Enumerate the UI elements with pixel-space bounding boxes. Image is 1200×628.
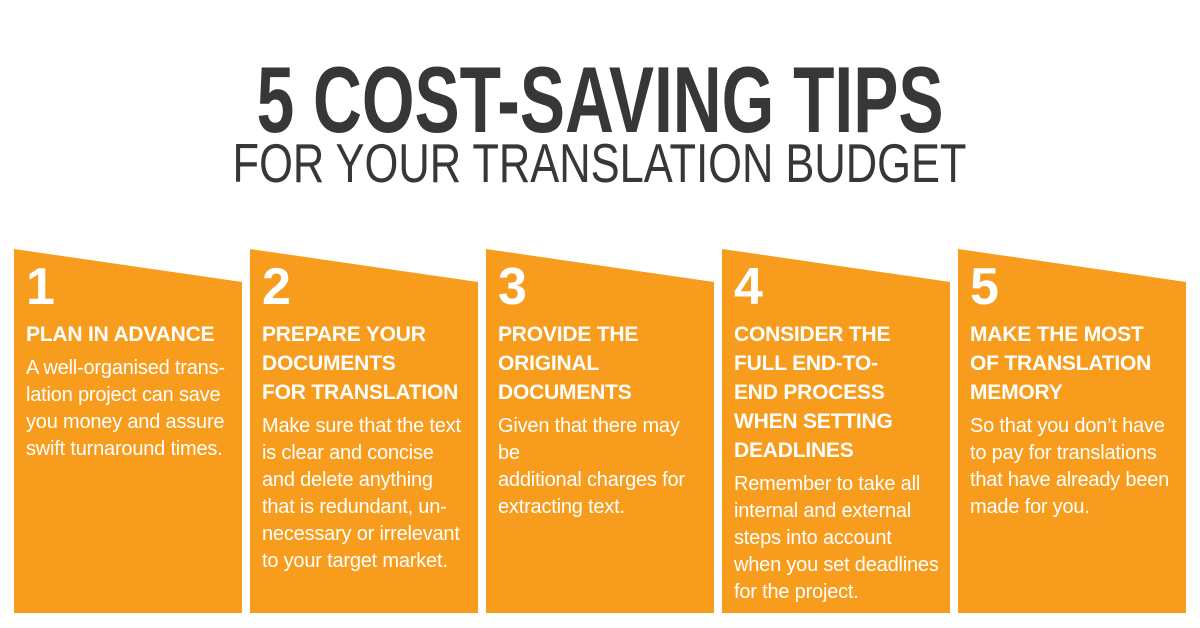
tip-body: Make sure that the text is clear and con… [262,415,461,572]
tip-card-4: 4 CONSIDER THE FULL END-TO- END PROCESS … [722,249,950,613]
tip-body: Given that there may be additional charg… [498,415,685,518]
page-title: 5 COST-SAVING TIPS [256,47,944,152]
tip-heading: CONSIDER THE FULL END-TO- END PROCESS WH… [734,323,893,462]
tip-body: A well-organised trans- lation project c… [26,357,225,460]
tip-heading: PLAN IN ADVANCE [26,323,215,346]
page-subtitle-line: FOR YOUR TRANSLATION BUDGET [0,136,1200,191]
tip-card-3: 3 PROVIDE THE ORIGINAL DOCUMENTS Given t… [486,249,714,613]
tip-cards-row: 1 PLAN IN ADVANCE A well-organised trans… [14,249,1186,613]
page-title-line: 5 COST-SAVING TIPS [0,53,1200,147]
tip-heading: PROVIDE THE ORIGINAL DOCUMENTS [498,323,639,404]
tip-number: 2 [262,258,291,316]
tip-heading: MAKE THE MOST OF TRANSLATION MEMORY [970,323,1152,404]
tip-body: So that you don’t have to pay for transl… [970,415,1170,518]
tip-card-5: 5 MAKE THE MOST OF TRANSLATION MEMORY So… [958,249,1186,613]
tip-number: 3 [498,258,527,316]
tip-number: 1 [26,258,55,316]
tip-number: 4 [734,258,763,316]
tip-card-1: 1 PLAN IN ADVANCE A well-organised trans… [14,249,242,613]
tip-body: Remember to take all internal and extern… [734,473,939,603]
page-subtitle: FOR YOUR TRANSLATION BUDGET [233,132,967,194]
tip-heading: PREPARE YOUR DOCUMENTS FOR TRANSLATION [262,323,459,404]
tip-number: 5 [970,258,999,316]
tip-card-2: 2 PREPARE YOUR DOCUMENTS FOR TRANSLATION… [250,249,478,613]
